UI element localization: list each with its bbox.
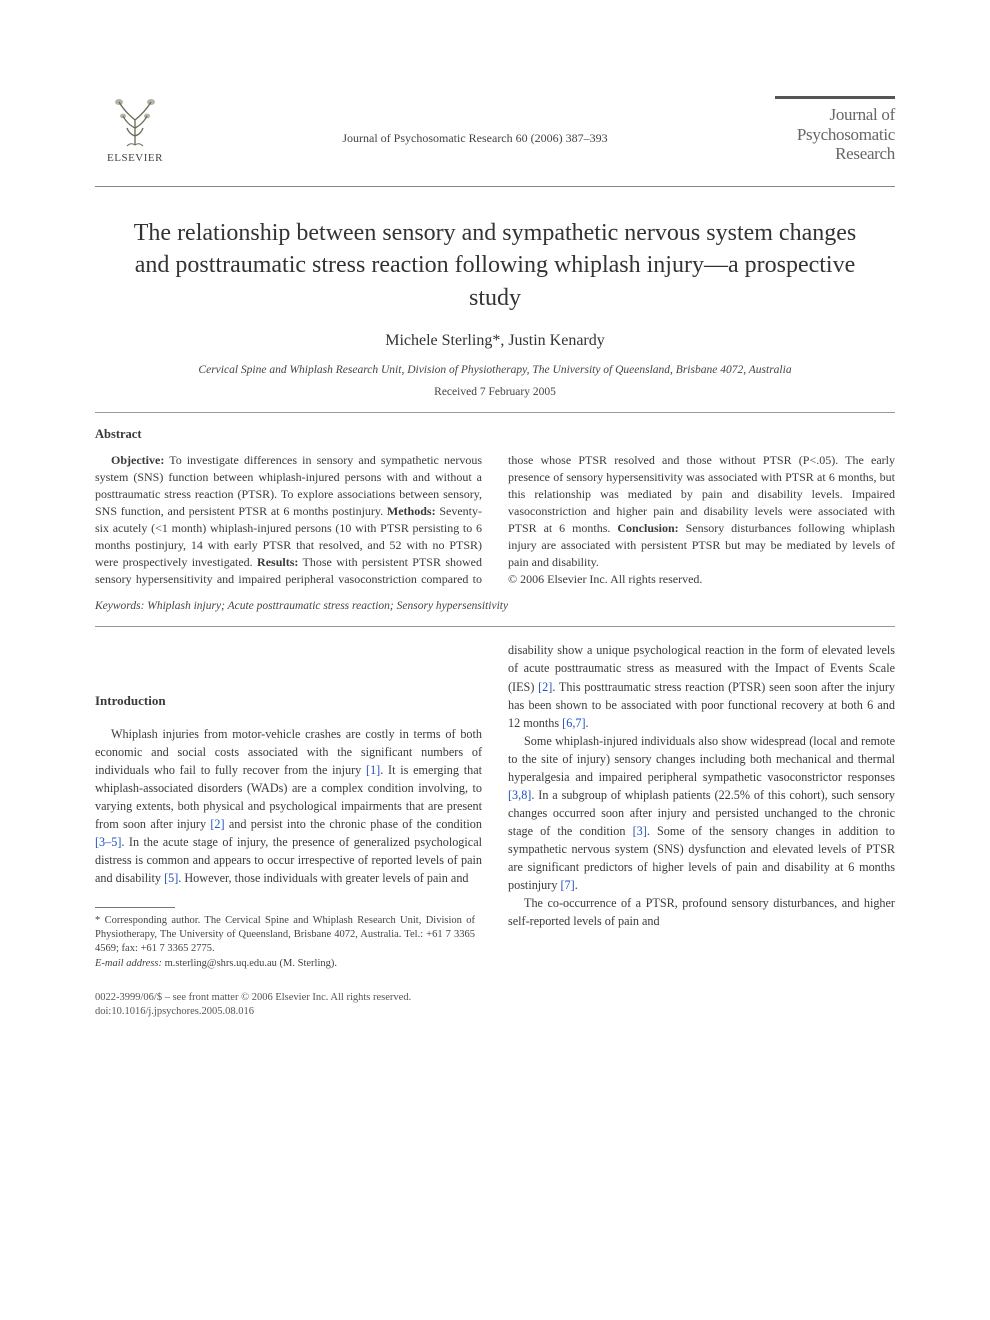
body-text: The co-occurrence of a PTSR, profound se… xyxy=(508,896,895,928)
body-text: and persist into the chronic phase of th… xyxy=(225,817,482,831)
publisher-name: ELSEVIER xyxy=(107,152,163,164)
abstract-body: Objective: To investigate differences in… xyxy=(95,452,895,588)
abstract-results-label: Results: xyxy=(257,555,298,569)
citation-link[interactable]: [7] xyxy=(560,878,574,892)
email-label: E-mail address: xyxy=(95,958,162,969)
elsevier-tree-icon xyxy=(105,90,165,150)
body-text: . xyxy=(575,878,578,892)
citation-link[interactable]: [6,7] xyxy=(562,716,585,730)
keywords-line: Keywords: Whiplash injury; Acute posttra… xyxy=(95,600,895,612)
abstract-methods-label: Methods: xyxy=(387,504,436,518)
authors: Michele Sterling*, Justin Kenardy xyxy=(95,332,895,350)
publisher-block: ELSEVIER xyxy=(95,90,175,164)
citation-link[interactable]: [5] xyxy=(164,871,178,885)
email-address: m.sterling@shrs.uq.edu.au (M. Sterling). xyxy=(162,958,337,969)
journal-logo-line: Psychosomatic xyxy=(775,125,895,145)
body-text: . However, those individuals with greate… xyxy=(178,871,468,885)
keywords-text: Whiplash injury; Acute posttraumatic str… xyxy=(144,600,508,612)
keywords-label: Keywords: xyxy=(95,600,144,612)
citation-link[interactable]: [3–5] xyxy=(95,835,121,849)
abstract-conclusion-label: Conclusion: xyxy=(617,521,678,535)
journal-reference: Journal of Psychosomatic Research 60 (20… xyxy=(175,131,775,146)
doi: doi:10.1016/j.jpsychores.2005.08.016 xyxy=(95,1005,895,1019)
abstract-top-rule xyxy=(95,412,895,413)
received-date: Received 7 February 2005 xyxy=(95,386,895,398)
citation-link[interactable]: [2] xyxy=(210,817,224,831)
abstract-heading: Abstract xyxy=(95,427,895,442)
journal-logo-line: Journal of xyxy=(775,105,895,125)
footnotes: * Corresponding author. The Cervical Spi… xyxy=(95,914,475,971)
abstract-objective-label: Objective: xyxy=(111,453,164,467)
issn-copyright: 0022-3999/06/$ – see front matter © 2006… xyxy=(95,991,895,1005)
header-rule xyxy=(95,186,895,187)
body-paragraph: Whiplash injuries from motor-vehicle cra… xyxy=(95,725,482,887)
body-paragraph: The co-occurrence of a PTSR, profound se… xyxy=(508,894,895,930)
affiliation: Cervical Spine and Whiplash Research Uni… xyxy=(95,364,895,376)
citation-link[interactable]: [1] xyxy=(366,763,380,777)
citation-link[interactable]: [2] xyxy=(538,680,552,694)
corresponding-author-note: * Corresponding author. The Cervical Spi… xyxy=(95,914,475,957)
article-title: The relationship between sensory and sym… xyxy=(115,217,875,314)
citation-link[interactable]: [3] xyxy=(633,824,647,838)
email-line: E-mail address: m.sterling@shrs.uq.edu.a… xyxy=(95,957,475,971)
journal-logo: Journal of Psychosomatic Research xyxy=(775,96,895,164)
page-header: ELSEVIER Journal of Psychosomatic Resear… xyxy=(95,90,895,164)
abstract-copyright: © 2006 Elsevier Inc. All rights reserved… xyxy=(508,571,895,588)
citation-link[interactable]: [3,8] xyxy=(508,788,531,802)
journal-logo-line: Research xyxy=(775,144,895,164)
body-text: Some whiplash-injured individuals also s… xyxy=(508,734,895,784)
footnote-rule xyxy=(95,907,175,908)
body-columns: Introduction Whiplash injuries from moto… xyxy=(95,641,895,970)
copyright-footer: 0022-3999/06/$ – see front matter © 2006… xyxy=(95,991,895,1019)
introduction-heading: Introduction xyxy=(95,691,482,710)
body-text: . xyxy=(586,716,589,730)
abstract-bottom-rule xyxy=(95,626,895,627)
body-paragraph: disability show a unique psychological r… xyxy=(508,641,895,731)
body-paragraph: Some whiplash-injured individuals also s… xyxy=(508,732,895,894)
